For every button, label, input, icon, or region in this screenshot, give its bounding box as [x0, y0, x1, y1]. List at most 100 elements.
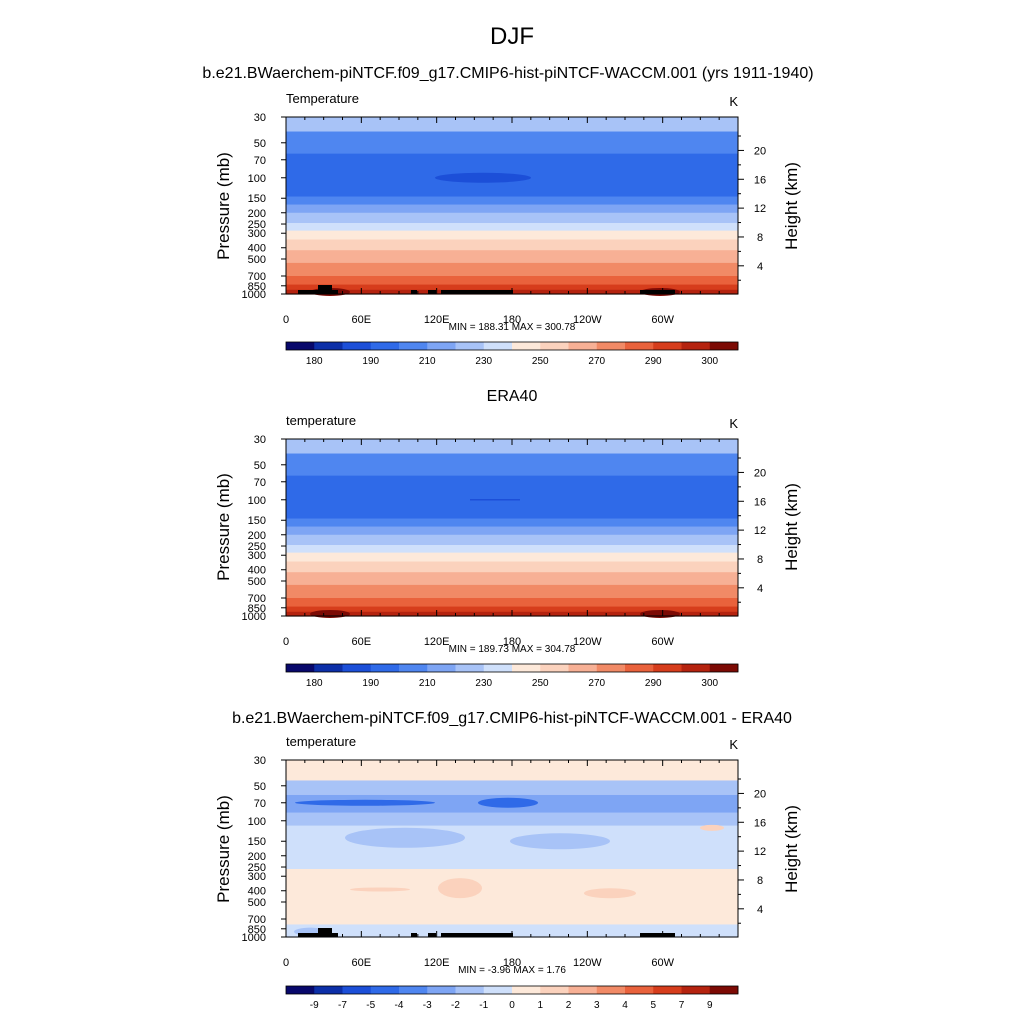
colorbar-swatch	[286, 342, 315, 350]
y-tick-label: 50	[254, 138, 266, 150]
panel-2-contour-field	[286, 439, 738, 618]
colorbar-swatch	[455, 342, 485, 350]
panel-2: ERA40 temperature K Pressure (mb) Height…	[214, 388, 801, 689]
colorbar-label: 300	[701, 678, 718, 689]
colorbar-swatch	[709, 342, 739, 350]
y-tick-label: 30	[254, 755, 266, 767]
x-tick-label: 180	[503, 314, 521, 326]
colorbar-swatch	[314, 664, 343, 672]
x-tick-label: 120E	[424, 314, 450, 326]
colorbar-label: 210	[419, 356, 436, 367]
colorbar-swatch	[286, 986, 315, 994]
colorbar-swatch	[653, 986, 682, 994]
topography-mask	[441, 290, 513, 294]
y-tick-label: 70	[254, 798, 266, 810]
colorbar-swatch	[568, 664, 598, 672]
warm-surface-patch	[310, 609, 350, 618]
cold-core	[435, 172, 531, 183]
contour-band	[286, 545, 738, 554]
y-tick-label: 500	[248, 897, 266, 909]
y-tick-label: 850	[248, 281, 266, 293]
contour-band	[286, 239, 738, 251]
y-tick-label: 1000	[242, 932, 266, 944]
contour-band	[286, 275, 738, 286]
panel-1-stats: MIN = 188.31 MAX = 300.78	[449, 322, 576, 333]
colorbar-label: 290	[645, 356, 662, 367]
colorbar-label: 7	[679, 1000, 685, 1011]
height-tick-label: 8	[757, 232, 763, 244]
colorbar-swatch	[681, 986, 711, 994]
y-tick-label: 200	[248, 208, 266, 220]
contour-band	[286, 284, 738, 291]
x-tick-label: 120E	[424, 957, 450, 969]
contour-band	[286, 893, 738, 916]
cool-anomaly	[345, 827, 465, 848]
colorbar-swatch	[625, 664, 654, 672]
colorbar-frame	[285, 663, 739, 673]
colorbar-label: 9	[707, 1000, 713, 1011]
topography-mask	[428, 290, 436, 294]
colorbar-swatch	[342, 664, 372, 672]
contour-band	[286, 439, 738, 455]
panel-3: b.e21.BWaerchem-piNTCF.f09_g17.CMIP6-his…	[214, 710, 801, 1011]
colorbar-swatch	[625, 986, 654, 994]
height-tick-label: 16	[754, 817, 766, 829]
colorbar-swatch	[399, 664, 428, 672]
colorbar-swatch	[342, 342, 372, 350]
colorbar-swatch	[427, 342, 456, 350]
panel-2-height-axis-title: Height (km)	[782, 483, 801, 571]
colorbar-swatch	[596, 664, 626, 672]
y-tick-label: 1000	[242, 611, 266, 623]
colorbar-swatch	[286, 664, 315, 672]
cold-anomaly	[478, 797, 538, 808]
x-tick-label: 180	[503, 957, 521, 969]
y-tick-label: 250	[248, 541, 266, 553]
colorbar-label: 270	[588, 678, 605, 689]
y-tick-label: 700	[248, 271, 266, 283]
x-tick-label: 60W	[651, 636, 674, 648]
height-tick-label: 4	[757, 261, 763, 273]
colorbar-label: 190	[362, 356, 379, 367]
panel-1-units: K	[729, 94, 738, 109]
panel-1-height-axis-title: Height (km)	[782, 162, 801, 250]
contour-band	[286, 453, 738, 477]
colorbar-swatch	[427, 986, 456, 994]
y-tick-label: 850	[248, 924, 266, 936]
y-tick-label: 500	[248, 576, 266, 588]
colorbar-label: 190	[362, 678, 379, 689]
y-tick-label: 300	[248, 228, 266, 240]
x-tick-label: 120W	[573, 957, 602, 969]
panel-1-variable-label: Temperature	[286, 91, 359, 106]
colorbar-label: -4	[395, 1000, 404, 1011]
y-tick-label: 100	[248, 816, 266, 828]
panel-3-header: b.e21.BWaerchem-piNTCF.f09_g17.CMIP6-his…	[232, 710, 792, 727]
colorbar-swatch	[568, 986, 598, 994]
y-tick-label: 100	[248, 495, 266, 507]
topography-mask	[318, 285, 332, 294]
colorbar-swatch	[540, 986, 569, 994]
contour-band	[286, 475, 738, 520]
height-tick-label: 20	[754, 788, 766, 800]
colorbar-swatch	[483, 664, 513, 672]
colorbar-label: -1	[479, 1000, 488, 1011]
contour-band	[286, 760, 738, 782]
panel-3-contour-field	[286, 760, 738, 938]
warm-surface-patch	[640, 609, 680, 618]
topography-mask	[640, 290, 675, 294]
y-tick-label: 400	[248, 243, 266, 255]
y-tick-label: 250	[248, 862, 266, 874]
colorbar-swatch	[709, 986, 739, 994]
y-tick-label: 200	[248, 530, 266, 542]
colorbar-swatch	[455, 664, 485, 672]
colorbar-swatch	[370, 664, 400, 672]
colorbar-swatch	[512, 986, 541, 994]
colorbar-label: 4	[622, 1000, 628, 1011]
warm-anomaly	[438, 878, 482, 899]
height-tick-label: 20	[754, 467, 766, 479]
warm-anomaly	[700, 824, 724, 831]
panel-2-header: ERA40	[487, 388, 538, 405]
contour-band	[286, 812, 738, 827]
colorbar-swatch	[314, 986, 343, 994]
colorbar-swatch	[540, 664, 569, 672]
height-tick-label: 20	[754, 145, 766, 157]
